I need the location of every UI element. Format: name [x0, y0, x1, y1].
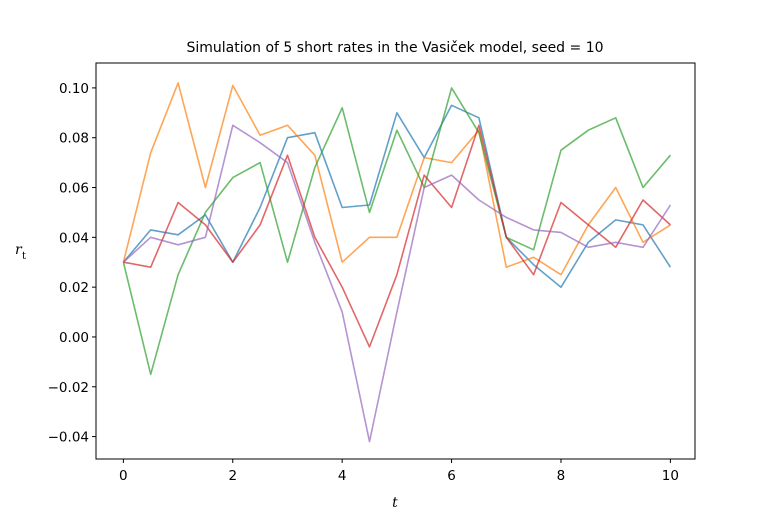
x-axis: 0 2 4 6 8 10	[119, 459, 679, 484]
series-line-5	[122, 124, 672, 443]
y-axis-label-subscript: t	[22, 251, 26, 262]
series-line-1	[122, 104, 672, 289]
y-tick-label: 0.10	[59, 81, 89, 97]
y-tick-label: 0.04	[59, 230, 89, 246]
y-axis-label: r t	[15, 242, 26, 262]
y-axis: −0.04 −0.02 0.00 0.02 0.04 0.06 0.08 0.10	[48, 81, 96, 446]
x-axis-label: t	[392, 495, 398, 511]
x-tick-label: 6	[447, 468, 456, 484]
y-tick-label: 0.02	[59, 280, 89, 296]
chart-title: Simulation of 5 short rates in the Vasič…	[186, 40, 603, 56]
x-tick-label: 2	[228, 468, 237, 484]
plot-frame	[95, 62, 696, 460]
series-line-2	[122, 82, 671, 276]
y-tick-label: −0.04	[48, 430, 89, 446]
y-tick-label: 0.08	[59, 131, 89, 147]
y-tick-label: 0.00	[59, 330, 89, 346]
series-line-4	[123, 124, 671, 348]
x-tick-label: 0	[119, 468, 128, 484]
x-tick-label: 4	[338, 468, 347, 484]
plot-lines	[122, 82, 672, 443]
x-tick-label: 8	[557, 468, 566, 484]
y-tick-label: −0.02	[48, 380, 89, 396]
y-tick-label: 0.06	[59, 181, 89, 197]
x-tick-label: 10	[662, 468, 679, 484]
y-axis-label-main: r	[15, 242, 23, 258]
series-line-3	[122, 87, 672, 376]
